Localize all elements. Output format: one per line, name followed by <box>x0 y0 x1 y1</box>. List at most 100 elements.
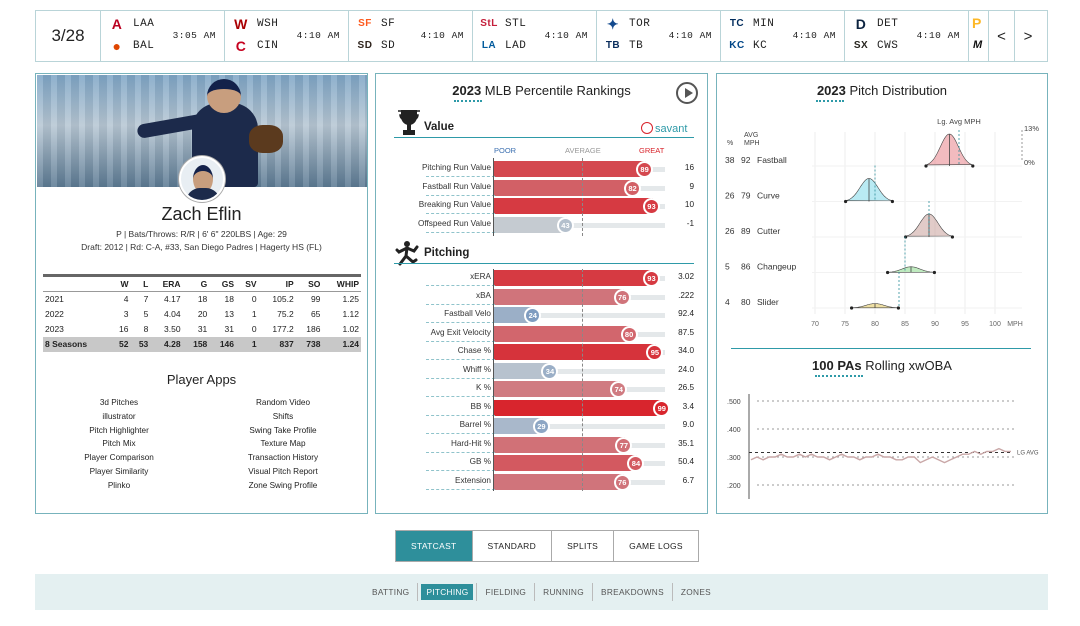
player-app-link[interactable]: Zone Swing Profile <box>248 480 318 490</box>
away-team: DET <box>877 18 899 30</box>
subnav-batting[interactable]: BATTING <box>371 587 410 597</box>
extra-team-logos[interactable]: P M <box>969 11 989 61</box>
player-app-link[interactable]: Texture Map <box>260 439 306 449</box>
tab-splits[interactable]: SPLITS <box>552 531 615 561</box>
player-app-link[interactable]: Player Similarity <box>89 466 149 476</box>
metric-value: 35.1 <box>678 438 694 448</box>
stats-cell: 8 <box>143 324 149 334</box>
player-app-link[interactable]: Plinko <box>107 480 131 490</box>
game-stl-lad[interactable]: StL LA STL LAD 4:10 AM <box>473 11 597 61</box>
player-app-link[interactable]: Transaction History <box>247 453 319 463</box>
team-logo-icon: SD <box>357 40 373 51</box>
lg-avg-label: Lg. Avg MPH <box>937 117 981 126</box>
scoreboard-date[interactable]: 3/28 <box>36 11 101 61</box>
stats-cell: 31 <box>224 324 234 334</box>
percentile-row[interactable]: K % 74 26.5 <box>376 380 709 398</box>
percentile-row[interactable]: Fastball Run Value 82 9 <box>376 179 709 197</box>
stats-cell: 1.24 <box>322 336 361 352</box>
team-logo-icon: TC <box>729 18 745 29</box>
player-app-link[interactable]: Visual Pitch Report <box>248 466 318 476</box>
stats-cell: 4.17 <box>164 294 181 305</box>
metric-label: GB % <box>469 457 491 466</box>
bar-track <box>493 424 665 429</box>
game-det-cws[interactable]: D SX DET CWS 4:10 AM <box>845 11 969 61</box>
metric-value: 3.02 <box>678 272 694 281</box>
row-divider <box>426 213 495 214</box>
game-wsh-cin[interactable]: W C WSH CIN 4:10 AM <box>225 11 349 61</box>
player-app-link[interactable]: Shifts <box>272 411 294 421</box>
game-time: 4:10 AM <box>420 30 464 41</box>
stats-row: 2021 4 7 4.17 18 18 0 105.2 99 1.25 <box>43 292 361 307</box>
percentile-row[interactable]: xERA 93 3.02 <box>376 269 709 287</box>
metric-value: 24.0 <box>678 364 694 374</box>
game-min-kc[interactable]: TC KC MIN KC 4:10 AM <box>721 11 845 61</box>
percentile-row[interactable]: Pitching Run Value 89 16 <box>376 160 709 178</box>
percentile-row[interactable]: Extension 76 6.7 <box>376 473 709 491</box>
pitch-name: Slider <box>757 297 779 307</box>
pitch-name: Curve <box>757 191 780 201</box>
game-tor-tb[interactable]: ✦ TB TOR TB 4:10 AM <box>597 11 721 61</box>
stats-cell: 1.12 <box>342 309 359 319</box>
tab-game-logs[interactable]: GAME LOGS <box>629 541 683 551</box>
percentile-circle: 99 <box>653 399 671 417</box>
game-sf-sd[interactable]: SF SD SF SD 4:10 AM <box>349 11 473 61</box>
percentile-bar <box>493 325 631 342</box>
player-card: Zach Eflin P | Bats/Throws: R/R | 6' 6" … <box>35 73 368 514</box>
trophy-icon <box>398 108 420 138</box>
percentile-row[interactable]: xBA 76 .222 <box>376 288 709 306</box>
subnav-fielding[interactable]: FIELDING <box>485 587 527 597</box>
metric-label: Fastball Velo <box>444 309 491 318</box>
percentile-row[interactable]: Chase % 95 34.0 <box>376 343 709 361</box>
games-list: A ● LAA BAL 3:05 AM W C WSH CIN 4:10 AM SF SD SF SD 4:… <box>101 11 969 61</box>
baseball-icon <box>641 122 653 134</box>
stats-cell: 4.28 <box>150 336 183 352</box>
percentile-row[interactable]: Offspeed Run Value 43 -1 <box>376 216 709 234</box>
percentile-bar <box>493 436 626 453</box>
savant-logo[interactable]: savant <box>641 122 687 135</box>
tab-statcast[interactable]: STATCAST <box>396 531 473 561</box>
subnav-breakdowns[interactable]: BREAKDOWNS <box>600 587 664 597</box>
percentile-row[interactable]: BB % 99 3.4 <box>376 399 709 417</box>
player-app-link[interactable]: Random Video <box>255 398 310 407</box>
subnav-zones[interactable]: ZONES <box>680 587 712 597</box>
rolling-lg-avg-label: LG AVG <box>1017 451 1039 457</box>
player-app-link[interactable]: Pitch Highlighter <box>89 425 149 435</box>
stats-header-cell: L <box>130 274 151 292</box>
percentile-row[interactable]: Fastball Velo 24 92.4 <box>376 306 709 324</box>
percentile-row[interactable]: Avg Exit Velocity 80 87.5 <box>376 325 709 343</box>
pitch-name: Cutter <box>757 226 780 236</box>
player-app-link[interactable]: Player Comparison <box>84 453 154 463</box>
play-animation-button[interactable] <box>676 82 698 104</box>
game-laa-bal[interactable]: A ● LAA BAL 3:05 AM <box>101 11 225 61</box>
stats-cell: 146 <box>209 336 236 352</box>
subnav-pitching[interactable]: PITCHING <box>421 584 474 600</box>
stats-cell: 18 <box>197 294 208 305</box>
value-section-label: Value <box>424 121 455 133</box>
percentile-row[interactable]: Hard-Hit % 77 35.1 <box>376 436 709 454</box>
row-divider <box>426 303 495 305</box>
player-app-link[interactable]: 3d Pitches <box>99 398 139 407</box>
percentile-row[interactable]: Whiff % 34 24.0 <box>376 362 709 380</box>
player-app-link[interactable]: Pitch Mix <box>102 439 136 449</box>
row-divider <box>426 396 495 397</box>
subnav-running[interactable]: RUNNING <box>543 587 584 597</box>
pitch-pct: 4 <box>725 297 730 307</box>
scoreboard-next-button[interactable]: > <box>1023 27 1033 45</box>
stats-cell: 3 <box>123 309 129 319</box>
subnav-separator <box>476 583 478 601</box>
player-app-link[interactable]: Swing Take Profile <box>249 425 317 435</box>
subnav-separator <box>591 583 593 601</box>
team-logo-icon: W <box>234 16 248 32</box>
percentile-row[interactable]: Breaking Run Value 93 10 <box>376 197 709 215</box>
bar-track <box>493 313 665 318</box>
player-app-link[interactable]: illustrator <box>102 411 136 421</box>
stats-header-cell: ERA <box>150 274 183 292</box>
scoreboard-prev-button[interactable]: < <box>989 11 1015 61</box>
percentile-row[interactable]: GB % 84 50.4 <box>376 454 709 472</box>
percentile-row[interactable]: Barrel % 29 9.0 <box>376 417 709 435</box>
pitch-avg-mph: 79 <box>741 191 751 201</box>
percentile-circle: 93 <box>642 198 660 215</box>
curve-endpoint <box>886 270 890 275</box>
player-headshot-avatar <box>179 156 225 202</box>
tab-standard[interactable]: STANDARD <box>473 531 553 561</box>
